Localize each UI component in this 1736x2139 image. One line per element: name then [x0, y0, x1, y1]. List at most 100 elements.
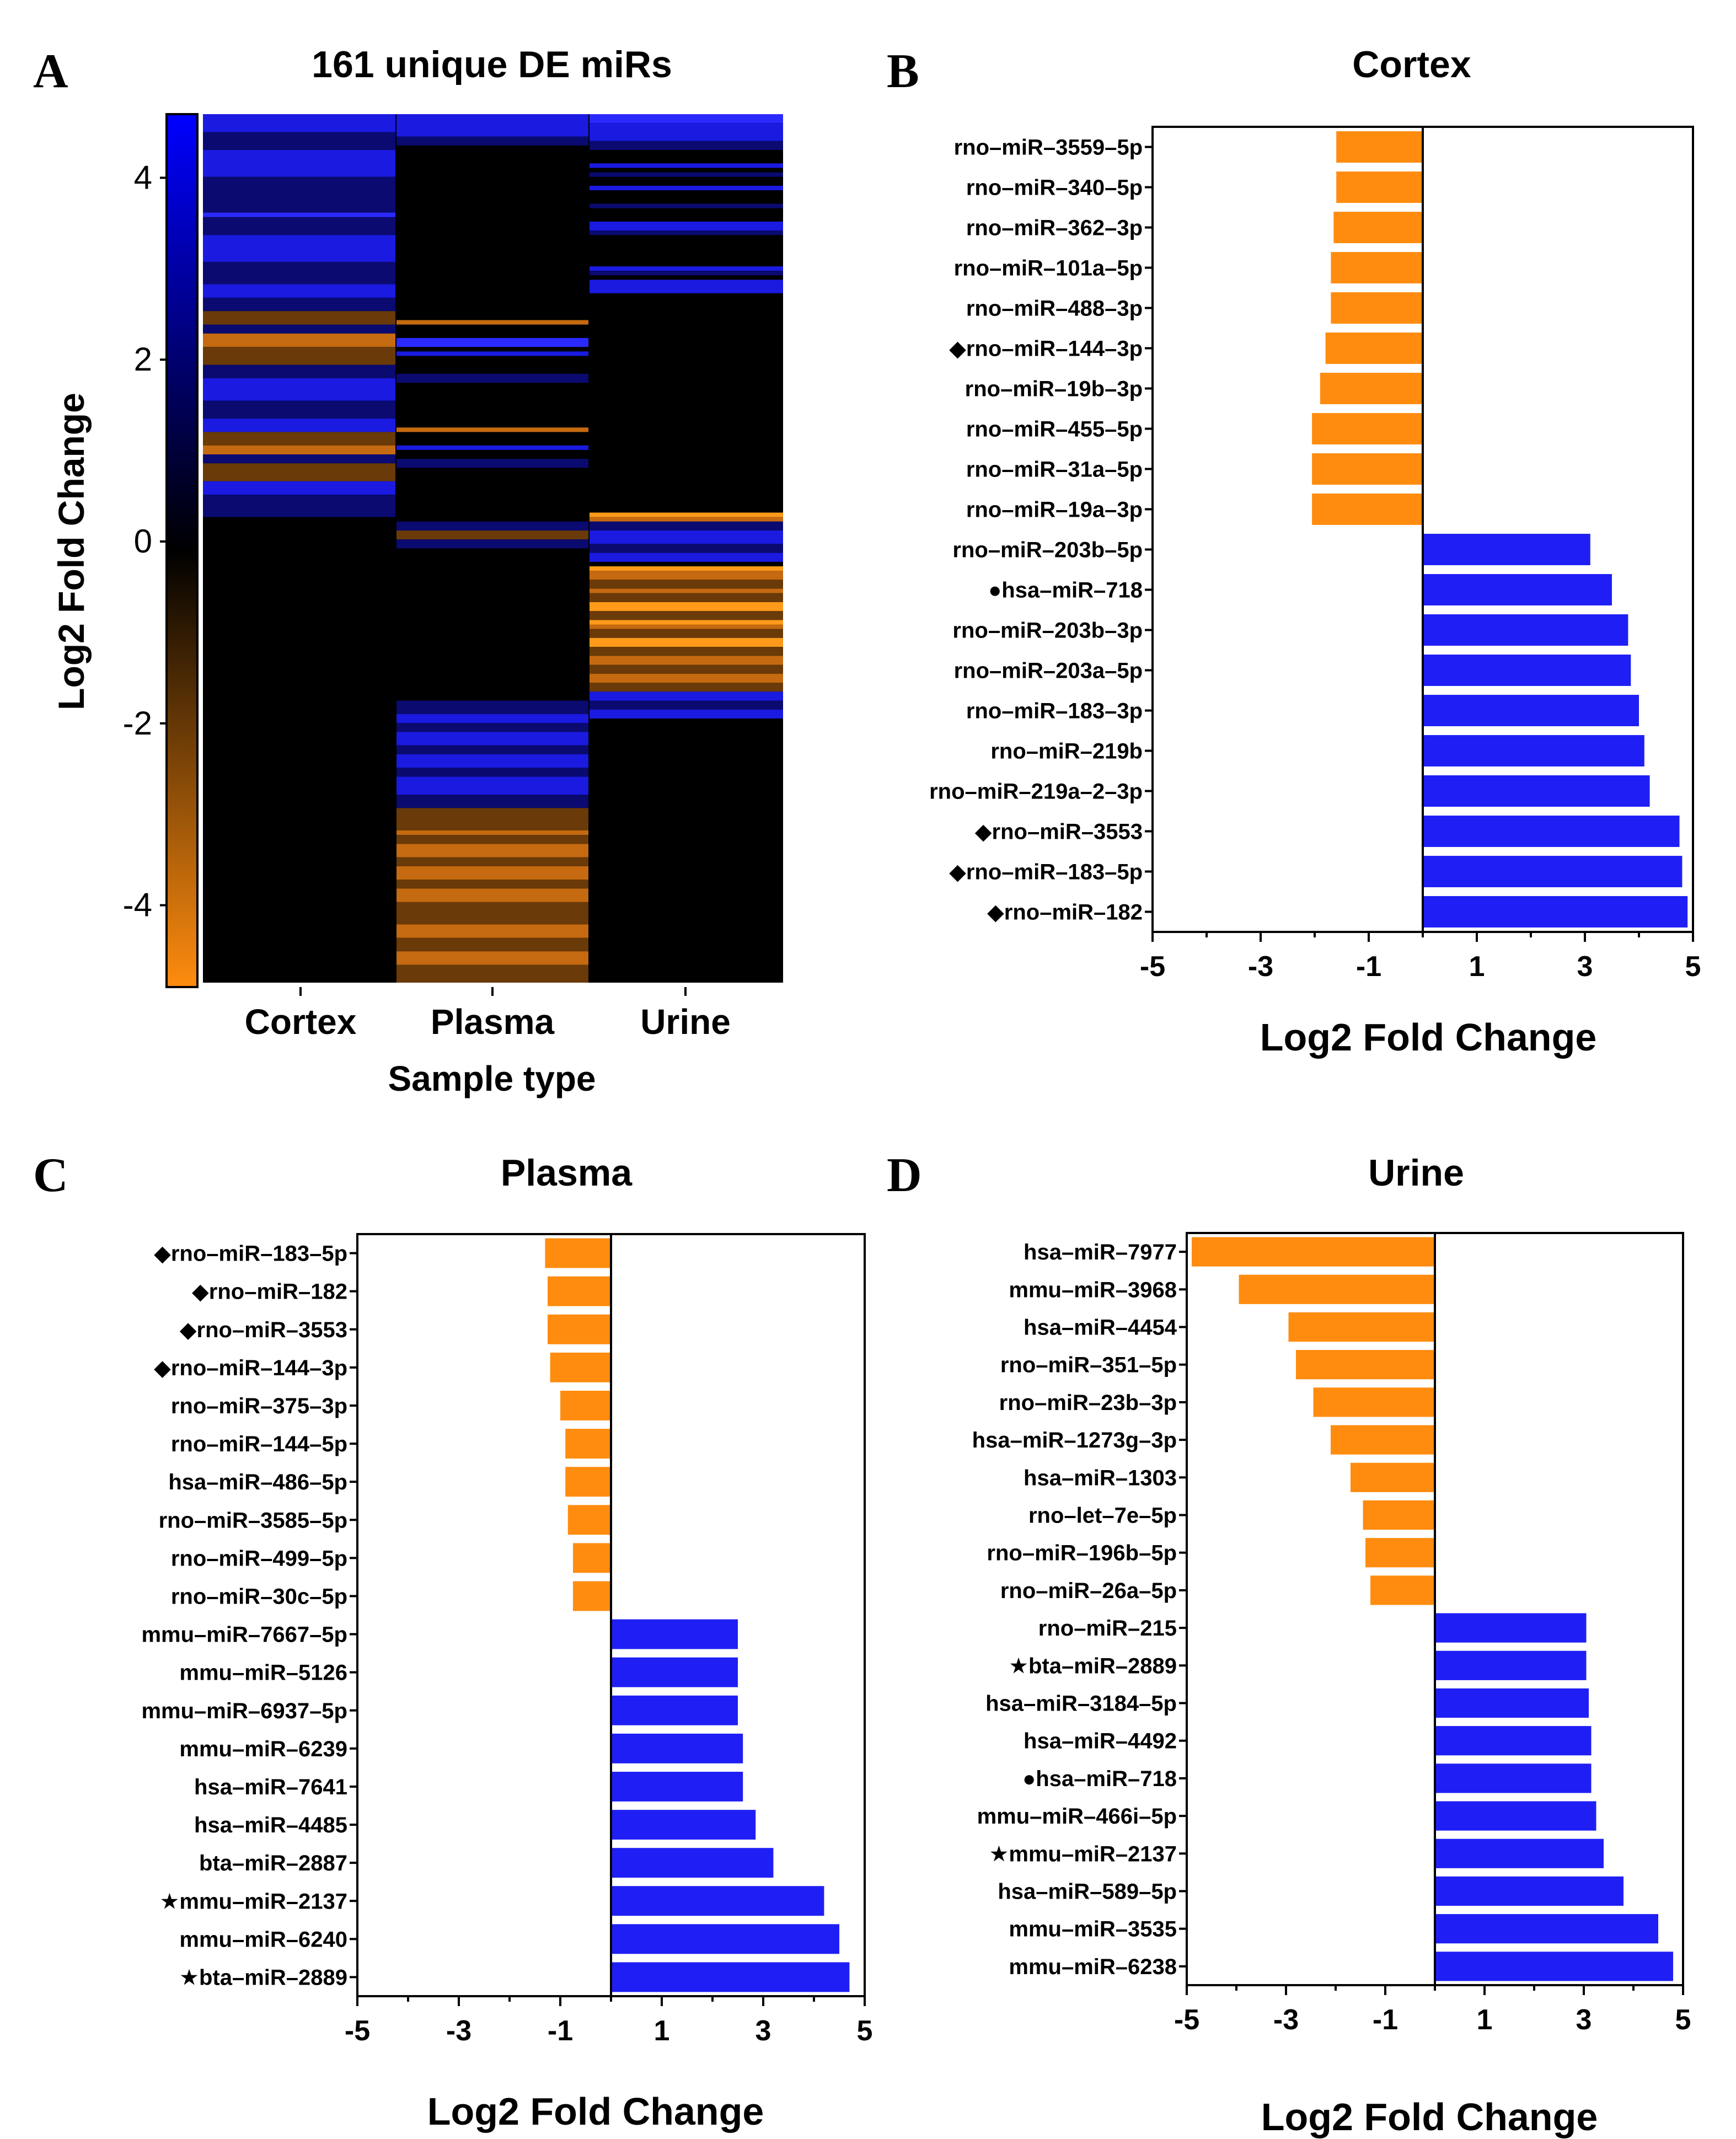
mirna-label: rno–miR–340–5p [966, 176, 1143, 200]
bar [611, 1886, 824, 1916]
heatmap-cell [203, 217, 396, 235]
heatmap-cell [203, 445, 396, 455]
mirna-label: rno–miR–3585–5p [159, 1508, 347, 1532]
heatmap-cell [203, 261, 396, 285]
urine-bars [1192, 1233, 1673, 1985]
heatmap-cell [203, 495, 396, 517]
plot-frame [1151, 126, 1694, 933]
heatmap-cell [589, 521, 783, 531]
plasma-chart-title: Plasma [501, 1152, 633, 1194]
heatmap-cell [589, 163, 783, 168]
heatmap-cell [589, 203, 783, 208]
x-tick-label: 3 [756, 2015, 771, 2047]
heatmap-cell [396, 337, 589, 347]
bar [1331, 1425, 1435, 1455]
urine-x-axis: -5 -3 -1 1 3 5 [1174, 1985, 1691, 2036]
mirna-label: mmu–miR–466i–5p [977, 1804, 1177, 1829]
bar [611, 1924, 839, 1954]
cortex-x-axis: -5 -3 -1 1 3 5 [1140, 932, 1701, 983]
heatmap-cell [396, 964, 589, 983]
mirna-label: mmu–miR–7667–5p [141, 1623, 347, 1647]
heatmap-cell [396, 951, 589, 965]
heatmap-cell [396, 745, 589, 754]
heatmap-cell [589, 571, 783, 580]
heatmap-cell [203, 364, 396, 378]
heatmap-cell [203, 481, 396, 495]
bar [1435, 1801, 1596, 1831]
diamond-marker: ◆ [180, 1318, 197, 1342]
plot-frame [356, 1233, 866, 1997]
heatmap-cell [203, 311, 396, 325]
mirna-label: rno–miR–203b–5p [952, 538, 1143, 562]
heatmap-cell [589, 629, 783, 638]
heatmap-cell [589, 656, 783, 665]
mirna-label: ●hsa–miR–718 [988, 578, 1143, 603]
bar [1435, 1876, 1624, 1906]
heatmap-cell [589, 588, 783, 593]
bar [1423, 775, 1650, 807]
mirna-label: ★mmu–miR–2137 [160, 1889, 347, 1913]
colorbar-tick-label: 4 [134, 159, 152, 196]
heatmap-cell [396, 754, 589, 768]
mirna-label: ★bta–miR–2889 [179, 1965, 347, 1990]
x-tick-label: 1 [654, 2015, 670, 2047]
heatmap-cell [396, 320, 589, 325]
heatmap-cell [589, 566, 783, 571]
mirna-label: rno–miR–23b–3p [999, 1391, 1177, 1415]
heatmap-cell [589, 280, 783, 293]
mirna-label: rno–miR–26a–5p [1000, 1579, 1177, 1603]
colorbar-tick-label: -2 [123, 705, 152, 742]
bar [611, 1657, 738, 1687]
panel-letter-b: B [887, 45, 919, 98]
mirna-label: rno–miR–19b–3p [965, 377, 1143, 401]
heatmap-panel: 161 unique DE miRs 4 2 0 -2 -4 Log2 Fold Cha… [51, 44, 783, 1098]
cortex-bars [1312, 127, 1688, 932]
heatmap-cell [396, 136, 589, 146]
mirna-label: rno–miR–499–5p [171, 1546, 347, 1570]
colorbar-tick-label: 2 [134, 341, 152, 378]
x-tick-label: -1 [1373, 2004, 1398, 2036]
heatmap-cell [396, 530, 589, 540]
diamond-marker: ◆ [949, 860, 966, 884]
mirna-label: rno–miR–144–5p [171, 1432, 347, 1456]
bar [1423, 695, 1639, 726]
bar [1435, 1914, 1658, 1944]
mirna-label: mmu–miR–6240 [179, 1927, 347, 1952]
heatmap-cell [396, 114, 589, 137]
heatmap-cell [589, 544, 783, 553]
mirna-label: mmu–miR–6239 [179, 1737, 347, 1761]
heatmap-cell [589, 185, 783, 191]
heatmap-cell [589, 637, 783, 647]
bar [1423, 896, 1688, 928]
diamond-marker: ◆ [154, 1242, 171, 1266]
bar [1363, 1500, 1435, 1530]
heatmap-cell [396, 459, 589, 468]
mirna-label: mmu–miR–6238 [1009, 1955, 1177, 1979]
bar [611, 1848, 774, 1878]
bar [560, 1391, 611, 1420]
bar [1423, 614, 1628, 646]
mirna-label: ◆rno–miR–144–3p [154, 1356, 347, 1380]
bar [1312, 494, 1423, 525]
mirna-label: ★mmu–miR–2137 [989, 1842, 1177, 1866]
mirna-label: ◆rno–miR–182 [987, 900, 1143, 925]
circle-marker: ● [988, 578, 1001, 603]
heatmap-cell [203, 284, 396, 298]
star-marker: ★ [179, 1965, 199, 1990]
x-tick-label: 5 [1685, 951, 1701, 983]
x-tick-label: 3 [1577, 951, 1593, 983]
bar [1435, 1688, 1589, 1718]
bar [1370, 1575, 1435, 1605]
bar [550, 1352, 611, 1382]
heatmap-cell [203, 297, 396, 312]
bar [1423, 735, 1644, 766]
mirna-label: rno–miR–488–3p [966, 297, 1143, 321]
heatmap-cell [203, 114, 396, 132]
x-tick-label: -5 [1140, 951, 1165, 983]
mirna-label: rno–miR–3559–5p [954, 136, 1143, 160]
heatmap-cell [396, 902, 589, 925]
mirna-label: ◆rno–miR–3553 [975, 820, 1143, 844]
heatmap-cell [396, 723, 589, 732]
mirna-label: mmu–miR–3535 [1009, 1917, 1177, 1942]
heatmap-cell [396, 937, 589, 952]
